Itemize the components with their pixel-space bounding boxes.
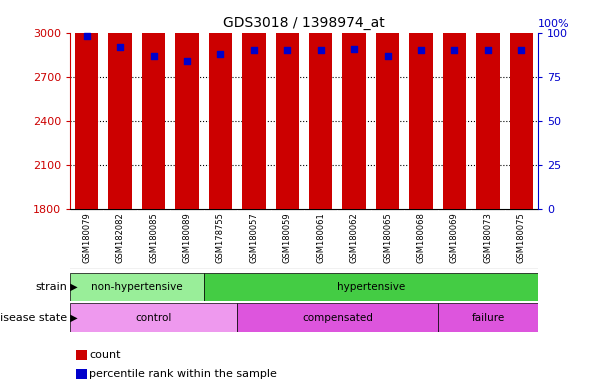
Bar xyxy=(108,0,132,209)
Text: GSM178755: GSM178755 xyxy=(216,212,225,263)
Text: GSM180059: GSM180059 xyxy=(283,212,292,263)
Point xyxy=(416,47,426,53)
Point xyxy=(215,51,225,57)
Bar xyxy=(175,0,199,209)
Bar xyxy=(438,303,538,332)
Bar xyxy=(204,273,538,301)
Text: GSM180085: GSM180085 xyxy=(149,212,158,263)
Point xyxy=(483,47,493,53)
Point xyxy=(182,58,192,64)
Text: compensated: compensated xyxy=(302,313,373,323)
Point xyxy=(349,45,359,51)
Text: GSM180075: GSM180075 xyxy=(517,212,526,263)
Bar xyxy=(443,0,466,209)
Text: GSM180069: GSM180069 xyxy=(450,212,459,263)
Bar xyxy=(342,0,366,209)
Point xyxy=(148,53,158,59)
Text: strain: strain xyxy=(35,282,67,292)
Bar xyxy=(476,0,500,209)
Text: GSM180062: GSM180062 xyxy=(350,212,359,263)
Text: control: control xyxy=(136,313,171,323)
Point xyxy=(81,33,91,39)
Text: GSM182082: GSM182082 xyxy=(116,212,125,263)
Bar xyxy=(510,0,533,209)
Bar xyxy=(309,0,333,209)
Text: GSM180065: GSM180065 xyxy=(383,212,392,263)
Bar xyxy=(70,273,204,301)
Bar xyxy=(275,0,299,209)
Point xyxy=(383,53,393,59)
Point xyxy=(517,47,527,53)
Text: ▶: ▶ xyxy=(67,313,78,323)
Bar xyxy=(75,0,98,209)
Text: hypertensive: hypertensive xyxy=(337,282,405,292)
Text: GSM180061: GSM180061 xyxy=(316,212,325,263)
Text: count: count xyxy=(89,350,121,360)
Bar xyxy=(376,0,399,209)
Text: GSM180079: GSM180079 xyxy=(82,212,91,263)
Point xyxy=(249,47,259,53)
Title: GDS3018 / 1398974_at: GDS3018 / 1398974_at xyxy=(223,16,385,30)
Text: GSM180089: GSM180089 xyxy=(182,212,192,263)
Point xyxy=(115,44,125,50)
Point xyxy=(449,47,460,53)
Bar xyxy=(242,0,266,209)
Point xyxy=(282,47,292,53)
Text: failure: failure xyxy=(471,313,505,323)
Bar xyxy=(142,0,165,209)
Text: percentile rank within the sample: percentile rank within the sample xyxy=(89,369,277,379)
Bar xyxy=(209,0,232,209)
Bar xyxy=(237,303,438,332)
Text: 100%: 100% xyxy=(538,19,570,29)
Text: non-hypertensive: non-hypertensive xyxy=(91,282,182,292)
Bar xyxy=(409,0,433,209)
Point xyxy=(316,47,326,53)
Text: GSM180057: GSM180057 xyxy=(249,212,258,263)
Bar xyxy=(70,303,237,332)
Text: ▶: ▶ xyxy=(67,282,78,292)
Text: GSM180068: GSM180068 xyxy=(416,212,426,263)
Text: disease state: disease state xyxy=(0,313,67,323)
Text: GSM180073: GSM180073 xyxy=(483,212,492,263)
